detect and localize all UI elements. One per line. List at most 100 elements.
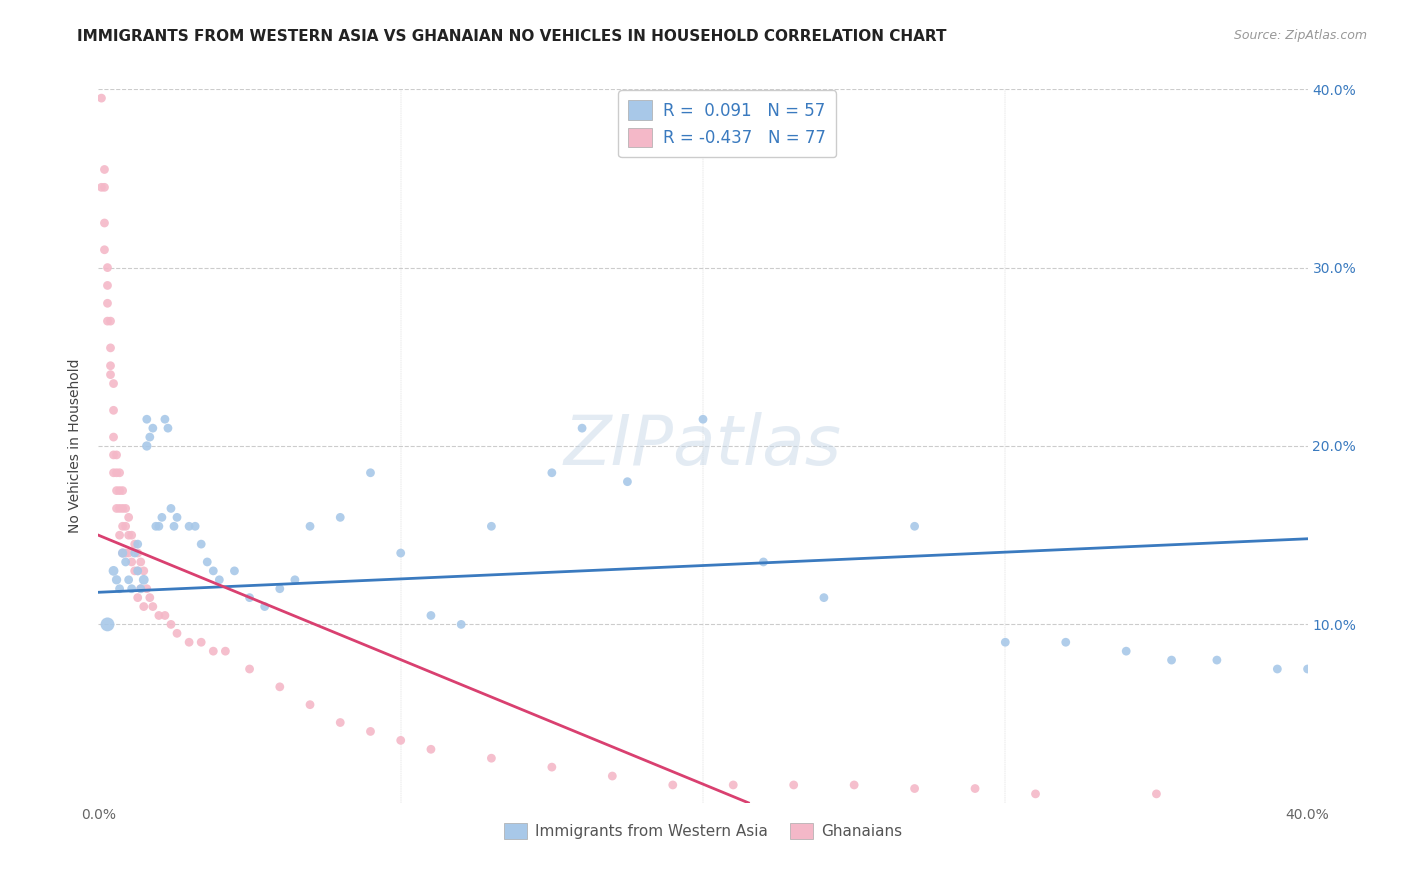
Point <box>129 582 152 596</box>
Legend: Immigrants from Western Asia, Ghanaians: Immigrants from Western Asia, Ghanaians <box>498 817 908 845</box>
Point <box>239 591 262 605</box>
Point <box>269 680 291 694</box>
Point <box>100 341 122 355</box>
Point <box>190 635 212 649</box>
Point <box>111 483 134 498</box>
Point <box>105 448 128 462</box>
Point <box>389 733 412 747</box>
Point <box>103 466 125 480</box>
Point <box>90 91 112 105</box>
Point <box>121 528 143 542</box>
Point <box>202 644 225 658</box>
Point <box>108 528 131 542</box>
Point <box>904 519 927 533</box>
Point <box>114 501 136 516</box>
Point <box>100 359 122 373</box>
Point <box>208 573 231 587</box>
Point <box>108 483 131 498</box>
Point <box>105 573 128 587</box>
Point <box>90 180 112 194</box>
Point <box>284 573 307 587</box>
Point <box>127 564 149 578</box>
Point <box>723 778 745 792</box>
Point <box>114 546 136 560</box>
Point <box>329 715 352 730</box>
Point <box>148 608 170 623</box>
Point <box>1267 662 1289 676</box>
Point <box>118 510 141 524</box>
Point <box>692 412 714 426</box>
Point <box>184 519 207 533</box>
Point <box>153 608 176 623</box>
Point <box>150 510 173 524</box>
Point <box>132 599 155 614</box>
Point <box>93 243 115 257</box>
Point <box>129 555 152 569</box>
Point <box>145 519 167 533</box>
Point <box>108 501 131 516</box>
Point <box>111 546 134 560</box>
Point <box>100 368 122 382</box>
Point <box>118 546 141 560</box>
Point <box>195 555 218 569</box>
Point <box>160 501 183 516</box>
Point <box>166 510 188 524</box>
Point <box>163 519 186 533</box>
Point <box>118 573 141 587</box>
Point <box>93 162 115 177</box>
Point <box>127 591 149 605</box>
Point <box>904 781 927 796</box>
Point <box>299 698 322 712</box>
Point <box>179 519 201 533</box>
Point <box>111 546 134 560</box>
Point <box>93 216 115 230</box>
Point <box>540 760 562 774</box>
Point <box>127 564 149 578</box>
Point <box>111 501 134 516</box>
Point <box>450 617 472 632</box>
Point <box>127 537 149 551</box>
Point <box>105 466 128 480</box>
Point <box>616 475 638 489</box>
Text: Source: ZipAtlas.com: Source: ZipAtlas.com <box>1233 29 1367 42</box>
Point <box>129 582 152 596</box>
Point <box>360 724 382 739</box>
Point <box>1206 653 1229 667</box>
Point <box>160 617 183 632</box>
Point <box>156 421 179 435</box>
Y-axis label: No Vehicles in Household: No Vehicles in Household <box>69 359 83 533</box>
Point <box>103 448 125 462</box>
Point <box>108 466 131 480</box>
Point <box>103 403 125 417</box>
Point <box>121 555 143 569</box>
Point <box>269 582 291 596</box>
Point <box>114 555 136 569</box>
Point <box>360 466 382 480</box>
Point <box>783 778 806 792</box>
Point <box>389 546 412 560</box>
Point <box>114 519 136 533</box>
Point <box>1115 644 1137 658</box>
Point <box>481 751 503 765</box>
Point <box>132 573 155 587</box>
Point <box>752 555 775 569</box>
Point <box>148 519 170 533</box>
Point <box>93 180 115 194</box>
Point <box>224 564 246 578</box>
Point <box>166 626 188 640</box>
Point <box>118 528 141 542</box>
Point <box>121 582 143 596</box>
Point <box>420 608 443 623</box>
Point <box>127 546 149 560</box>
Point <box>844 778 866 792</box>
Point <box>1024 787 1046 801</box>
Point <box>135 582 157 596</box>
Point <box>202 564 225 578</box>
Point <box>1054 635 1077 649</box>
Point <box>96 296 118 310</box>
Point <box>420 742 443 756</box>
Point <box>239 662 262 676</box>
Point <box>103 376 125 391</box>
Point <box>190 537 212 551</box>
Point <box>135 412 157 426</box>
